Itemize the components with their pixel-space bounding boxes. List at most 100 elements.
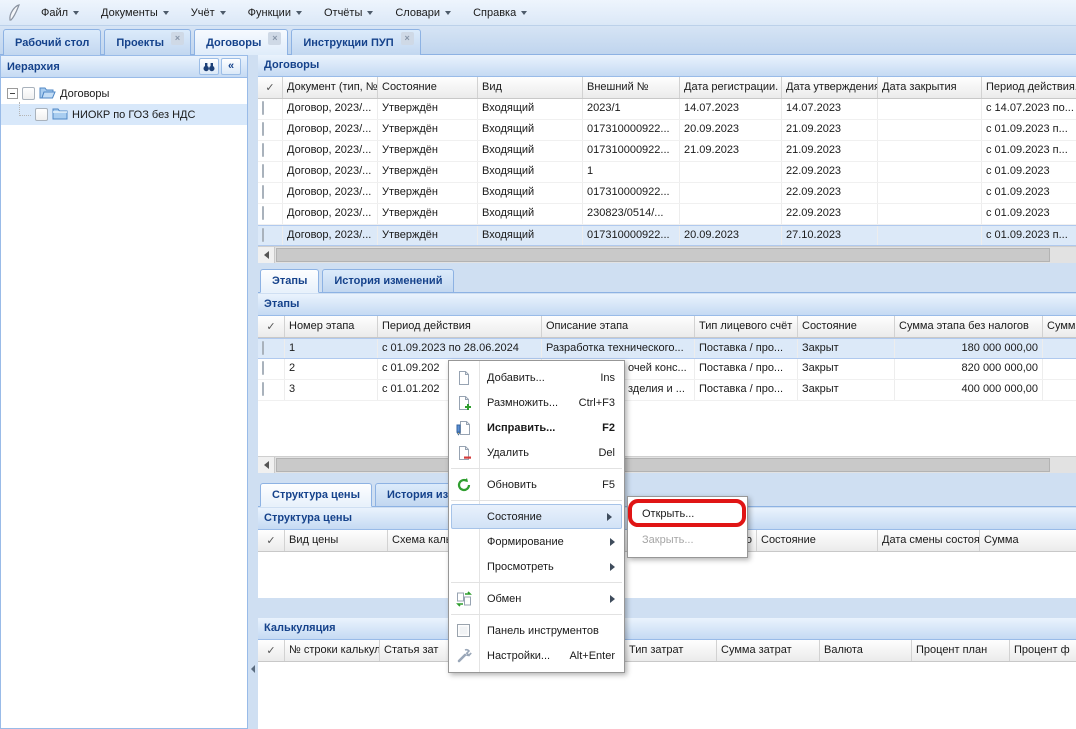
menu-functions[interactable]: Функции [237, 3, 313, 23]
column-header[interactable]: Тип лицевого счёт [695, 316, 798, 337]
search-binoculars-icon[interactable] [199, 58, 219, 75]
menu-documents[interactable]: Документы [90, 3, 180, 23]
table-row[interactable]: Договор, 2023/... Утверждён Входящий 017… [258, 183, 1076, 204]
scroll-left-icon[interactable] [258, 247, 275, 263]
tab-change-history[interactable]: История изменений [322, 269, 455, 293]
tab-projects[interactable]: Проекты × [104, 29, 192, 55]
tree-node-child[interactable]: НИОКР по ГОЗ без НДС [1, 101, 247, 125]
column-header[interactable]: Сумма [980, 530, 1076, 551]
row-checkbox[interactable] [262, 382, 264, 396]
menu-item-view[interactable]: Просмотреть [449, 554, 624, 579]
column-header[interactable]: Сумма [1043, 316, 1076, 337]
column-header-check[interactable]: ✓ [258, 530, 285, 551]
state-submenu: Открыть... Закрыть... [627, 496, 748, 558]
table-row-selected[interactable]: Договор, 2023/... Утверждён Входящий 017… [258, 225, 1076, 246]
column-header[interactable]: Период действия... [982, 77, 1076, 98]
tab-stages[interactable]: Этапы [260, 269, 320, 293]
table-row[interactable]: Договор, 2023/... Утверждён Входящий 230… [258, 204, 1076, 225]
close-icon[interactable]: × [268, 31, 282, 45]
column-header[interactable]: Тип затрат [625, 640, 717, 661]
column-header[interactable]: Процент ф [1010, 640, 1076, 661]
close-icon[interactable]: × [400, 31, 414, 45]
table-row[interactable]: 3 с 01.01.202 зделия и ... Поставка / пр… [258, 380, 1076, 401]
column-header[interactable]: Состояние [798, 316, 895, 337]
scrollbar-thumb[interactable] [276, 248, 1050, 262]
horizontal-scrollbar[interactable] [258, 456, 1076, 473]
tab-desktop[interactable]: Рабочий стол [3, 29, 102, 55]
menu-item-exchange[interactable]: Обмен [449, 586, 624, 611]
chevron-down-icon [521, 10, 528, 15]
menu-item-state[interactable]: Состояние [451, 504, 622, 529]
table-row[interactable]: Договор, 2023/... Утверждён Входящий 017… [258, 141, 1076, 162]
row-checkbox[interactable] [262, 143, 264, 157]
column-header[interactable]: Состояние [378, 77, 478, 98]
column-header[interactable]: Процент план [912, 640, 1010, 661]
table-row[interactable]: 2 с 01.09.202 очей конс... Поставка / пр… [258, 359, 1076, 380]
horizontal-scrollbar[interactable] [258, 246, 1076, 263]
menu-item-duplicate[interactable]: Размножить... Ctrl+F3 [449, 390, 624, 415]
menu-item-refresh[interactable]: Обновить F5 [449, 472, 624, 497]
column-header[interactable]: Состояние [757, 530, 878, 551]
column-header[interactable]: Валюта [820, 640, 912, 661]
row-checkbox[interactable] [262, 361, 264, 375]
context-menu: Добавить... Ins Размножить... Ctrl+F3 Ис… [448, 360, 625, 673]
menu-accounting[interactable]: Учёт [180, 3, 237, 23]
menu-separator [449, 611, 624, 618]
column-header[interactable]: Описание этапа [542, 316, 695, 337]
column-header-check[interactable]: ✓ [258, 640, 285, 661]
menu-item-add[interactable]: Добавить... Ins [449, 365, 624, 390]
collapse-panel-button[interactable]: « [221, 58, 241, 75]
menu-reports[interactable]: Отчёты [313, 3, 384, 23]
column-header[interactable]: Сумма этапа без налогов [895, 316, 1043, 337]
submenu-item-close[interactable]: Закрыть... [642, 534, 694, 546]
submenu-item-open[interactable]: Открыть... [642, 508, 695, 520]
collapse-node-icon[interactable] [7, 88, 18, 99]
column-header[interactable]: Сумма затрат [717, 640, 820, 661]
column-header[interactable]: Дата закрытия [878, 77, 982, 98]
menu-file[interactable]: Файл [30, 3, 90, 23]
checkbox-icon [456, 623, 472, 639]
menu-dictionaries[interactable]: Словари [384, 3, 462, 23]
menu-item-toolbar-toggle[interactable]: Панель инструментов [449, 618, 624, 643]
column-header[interactable]: Внешний № [583, 77, 680, 98]
row-checkbox[interactable] [262, 185, 264, 199]
menu-help[interactable]: Справка [462, 3, 538, 23]
column-header[interactable]: № строки калькул [285, 640, 380, 661]
row-checkbox[interactable] [262, 101, 264, 115]
scroll-left-icon[interactable] [258, 457, 275, 473]
tab-contracts[interactable]: Договоры × [194, 29, 289, 55]
table-row[interactable]: Договор, 2023/... Утверждён Входящий 017… [258, 120, 1076, 141]
column-header-check[interactable]: ✓ [258, 316, 285, 337]
tab-instructions[interactable]: Инструкции ПУП × [291, 29, 421, 55]
tree-node-root[interactable]: Договоры [1, 83, 247, 104]
tab-price-structure[interactable]: Структура цены [260, 483, 372, 507]
column-header[interactable]: Дата утверждения [782, 77, 878, 98]
column-header[interactable]: Вид цены [285, 530, 388, 551]
column-header[interactable]: Дата регистрации. [680, 77, 782, 98]
column-header-check[interactable]: ✓ [258, 77, 283, 98]
chevron-down-icon [73, 10, 80, 15]
row-checkbox[interactable] [262, 341, 264, 355]
column-header[interactable]: Период действия [378, 316, 542, 337]
row-checkbox[interactable] [262, 206, 264, 220]
column-header[interactable]: Дата смены состоя [878, 530, 980, 551]
table-row[interactable]: Договор, 2023/... Утверждён Входящий 202… [258, 99, 1076, 120]
scrollbar-thumb[interactable] [276, 458, 1050, 472]
tree-checkbox[interactable] [35, 108, 48, 121]
tree-checkbox[interactable] [22, 87, 35, 100]
row-checkbox[interactable] [262, 164, 264, 178]
menu-item-settings[interactable]: Настройки... Alt+Enter [449, 643, 624, 668]
row-checkbox[interactable] [262, 228, 264, 242]
menu-item-delete[interactable]: Удалить Del [449, 440, 624, 465]
panel-splitter[interactable] [248, 55, 258, 729]
collapse-splitter-icon[interactable] [251, 665, 255, 673]
column-header[interactable]: Вид [478, 77, 583, 98]
table-row[interactable]: Договор, 2023/... Утверждён Входящий 1 2… [258, 162, 1076, 183]
row-checkbox[interactable] [262, 122, 264, 136]
table-row-selected[interactable]: 1 с 01.09.2023 по 28.06.2024 Разработка … [258, 338, 1076, 359]
column-header[interactable]: Документ (тип, № [283, 77, 378, 98]
menu-item-formation[interactable]: Формирование [449, 529, 624, 554]
column-header[interactable]: Номер этапа [285, 316, 378, 337]
menu-item-edit[interactable]: Исправить... F2 [449, 415, 624, 440]
close-icon[interactable]: × [171, 31, 185, 45]
